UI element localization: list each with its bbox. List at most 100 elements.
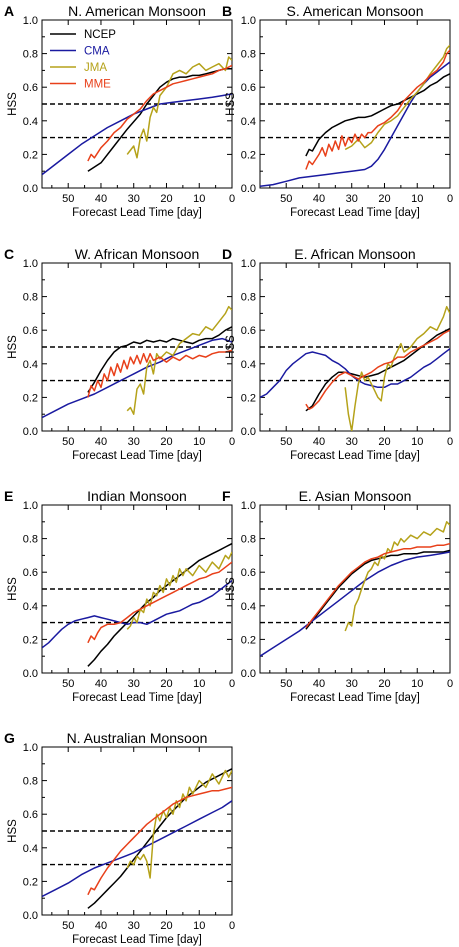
y-axis-label: HSS [225,92,237,116]
x-tick-label: 50 [280,678,292,690]
series-line-jma [126,56,232,159]
panel-title: Indian Monsoon [87,488,187,504]
x-tick-label: 0 [229,678,235,690]
series-group [42,542,232,667]
y-tick-label: 1.0 [241,500,256,512]
x-tick-label: 30 [128,436,140,448]
y-tick-label: 0.8 [241,292,256,304]
y-tick-label: 0.4 [23,843,38,855]
x-tick-label: 50 [280,193,292,205]
x-tick-label: 40 [95,678,107,690]
x-tick-label: 10 [411,436,423,448]
series-line-mme [305,49,450,170]
panel-b: 50 40 30 20 10 0 0.0 0.2 0.4 0.6 0.8 1.0 B S. America… [222,3,453,219]
y-axis-label: HSS [7,92,19,116]
x-axis-label: Forecast Lead Time [day] [72,692,202,704]
series-line-mme [87,561,232,644]
panel-a: 50 40 30 20 10 0 0.0 0.2 0.4 0.6 0.8 1.0 A N. America… [4,3,235,219]
y-axis-label: HSS [7,577,19,601]
y-axis-label: HSS [7,335,19,359]
series-line-jma [344,305,450,431]
x-tick-label: 40 [313,436,325,448]
panel-e: 50 40 30 20 10 0 0.0 0.2 0.4 0.6 0.8 1.0 E Indian Mon… [4,488,235,704]
series-group [260,305,450,431]
x-tick-label: 40 [95,193,107,205]
x-tick-label: 20 [160,920,172,932]
y-tick-label: 0.6 [23,82,38,94]
panel-title: N. Australian Monsoon [67,730,208,746]
x-tick-label: 50 [62,678,74,690]
series-line-jma [126,551,232,630]
x-tick-label: 20 [160,436,172,448]
x-axis-label: Forecast Lead Time [day] [72,450,202,462]
series-line-cma [42,337,232,419]
x-tick-label: 0 [447,678,453,690]
y-tick-label: 0.2 [23,876,38,888]
y-axis-label: HSS [7,819,19,843]
y-tick-label: 0.4 [241,601,256,613]
legend-label-ncep: NCEP [84,29,116,41]
series-line-jma [126,305,232,415]
x-tick-label: 50 [62,436,74,448]
y-tick-label: 1.0 [23,15,38,27]
x-axis-label: Forecast Lead Time [day] [72,207,202,219]
panel-letter: A [4,3,14,19]
x-tick-label: 10 [193,436,205,448]
series-line-mme [87,64,232,162]
series-line-ncep [305,73,450,157]
panel-letter: E [4,488,13,504]
y-tick-label: 0.0 [23,183,38,195]
y-tick-label: 0.4 [23,601,38,613]
y-tick-label: 0.8 [241,534,256,546]
y-tick-label: 0.4 [241,116,256,128]
x-axis-label: Forecast Lead Time [day] [290,207,420,219]
y-tick-label: 0.4 [241,359,256,371]
x-tick-label: 10 [193,920,205,932]
y-tick-label: 0.8 [241,49,256,61]
y-tick-label: 0.6 [23,809,38,821]
y-tick-label: 1.0 [23,742,38,754]
legend-label-mme: MME [84,79,111,91]
y-tick-label: 0.4 [23,116,38,128]
y-tick-label: 0.8 [23,776,38,788]
x-tick-label: 20 [160,678,172,690]
series-line-jma [344,521,450,632]
x-tick-label: 0 [447,193,453,205]
y-tick-label: 1.0 [23,500,38,512]
y-tick-label: 0.2 [241,634,256,646]
x-axis-label: Forecast Lead Time [day] [72,934,202,946]
x-tick-label: 40 [313,193,325,205]
series-line-cma [260,61,450,188]
x-tick-label: 30 [346,193,358,205]
y-tick-label: 0.8 [23,292,38,304]
x-tick-label: 10 [411,193,423,205]
y-tick-label: 0.2 [23,149,38,161]
x-tick-label: 30 [346,678,358,690]
y-tick-label: 0.2 [23,634,38,646]
y-tick-label: 0.4 [23,359,38,371]
panel-letter: G [4,730,15,746]
panel-title: S. American Monsoon [287,3,424,19]
panel-letter: D [222,246,232,262]
panel-title: E. Asian Monsoon [299,488,412,504]
x-tick-label: 0 [447,436,453,448]
series-line-cma [42,800,232,898]
series-group [260,521,450,657]
x-tick-label: 10 [411,678,423,690]
y-axis-label: HSS [225,577,237,601]
x-tick-label: 40 [313,678,325,690]
series-line-mme [305,329,450,410]
x-tick-label: 10 [193,678,205,690]
series-line-ncep [87,542,232,667]
y-tick-label: 0.6 [241,567,256,579]
series-line-mme [87,349,232,398]
panel-g: 50 40 30 20 10 0 0.0 0.2 0.4 0.6 0.8 1.0 G N. Austral… [4,730,235,946]
y-tick-label: 1.0 [23,258,38,270]
panel-d: 50 40 30 20 10 0 0.0 0.2 0.4 0.6 0.8 1.0 D E. African… [222,246,453,462]
x-tick-label: 50 [62,193,74,205]
x-tick-label: 20 [378,193,390,205]
y-tick-label: 0.6 [23,567,38,579]
x-tick-label: 40 [95,436,107,448]
series-line-cma [260,551,450,657]
